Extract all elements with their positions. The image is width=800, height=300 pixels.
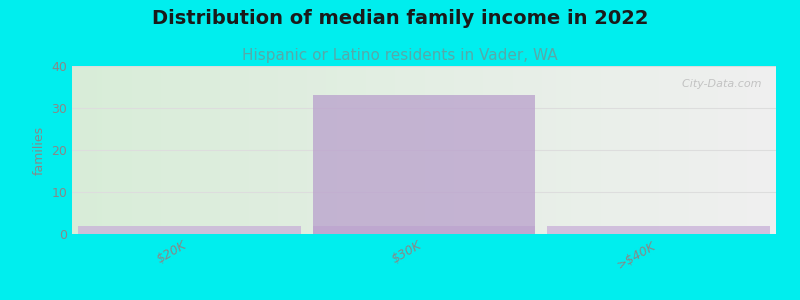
Y-axis label: families: families [33, 125, 46, 175]
Text: Hispanic or Latino residents in Vader, WA: Hispanic or Latino residents in Vader, W… [242, 48, 558, 63]
Bar [313, 95, 535, 234]
Bar [78, 226, 301, 234]
Text: City-Data.com: City-Data.com [675, 80, 762, 89]
Text: Distribution of median family income in 2022: Distribution of median family income in … [152, 9, 648, 28]
Bar [313, 226, 535, 234]
Bar [547, 226, 770, 234]
